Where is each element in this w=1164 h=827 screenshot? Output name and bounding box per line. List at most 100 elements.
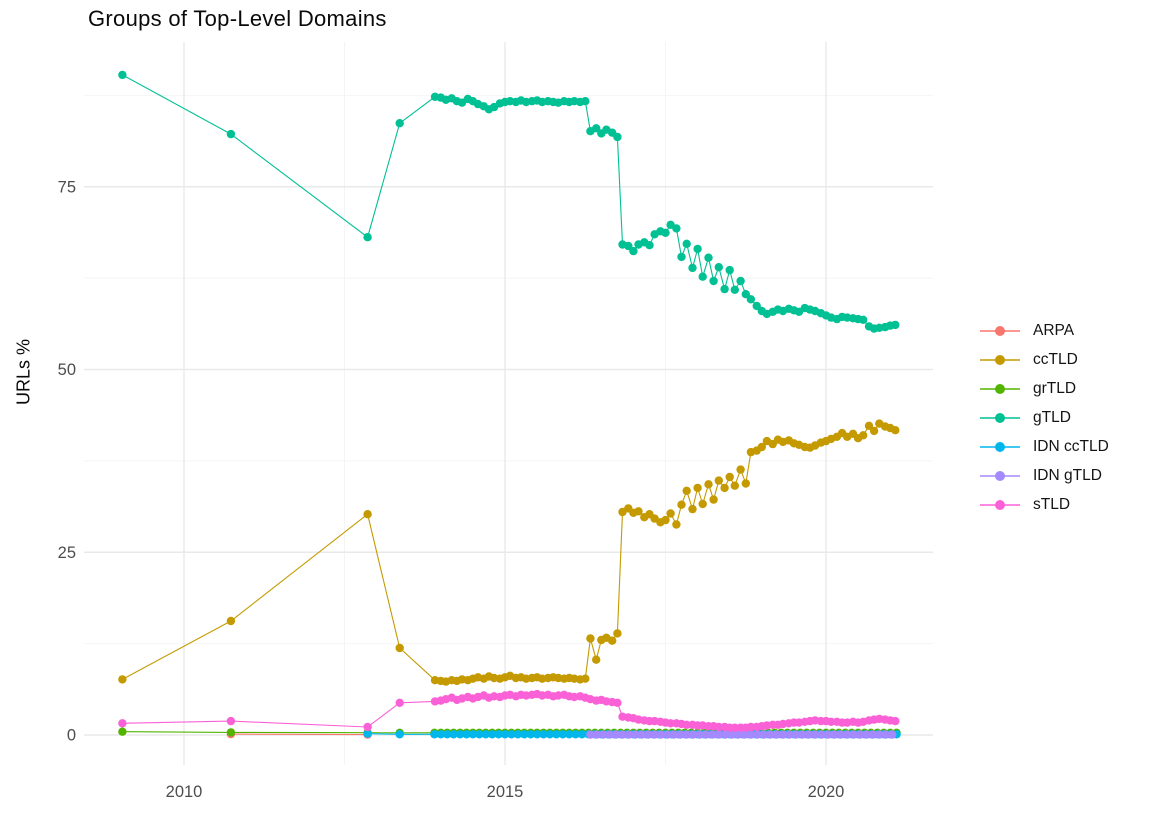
data-point [736, 465, 745, 474]
data-point [721, 730, 730, 739]
data-point [666, 509, 675, 518]
data-point [226, 716, 236, 726]
data-point [634, 507, 643, 516]
data-point [468, 730, 478, 739]
data-point [613, 698, 622, 707]
data-point [881, 730, 890, 739]
data-point [859, 431, 868, 440]
data-point [363, 722, 372, 732]
data-point [618, 730, 627, 739]
data-point [475, 730, 484, 739]
legend-key-arpa-icon [980, 326, 1020, 336]
data-point [891, 426, 900, 435]
data-point [804, 730, 813, 739]
data-point [656, 730, 666, 739]
data-point [823, 730, 833, 739]
legend-item-stld: sTLD [979, 494, 1109, 516]
data-point [741, 290, 750, 299]
data-point [693, 244, 702, 254]
data-point [843, 730, 852, 739]
data-point [868, 730, 878, 739]
data-point [714, 476, 723, 485]
data-point [746, 295, 756, 304]
data-point [798, 730, 807, 739]
legend-key-dot [995, 500, 1005, 510]
x-tick-label: 2015 [487, 783, 524, 801]
data-point [513, 730, 522, 739]
data-point [836, 730, 845, 739]
data-point [720, 284, 729, 294]
legend-item-idn-cctld: IDN ccTLD [979, 436, 1109, 458]
data-point [778, 730, 788, 739]
data-point [507, 730, 516, 739]
gridlines-minor [84, 42, 933, 765]
data-point [746, 730, 756, 739]
data-point [682, 730, 691, 739]
data-point [695, 730, 704, 739]
data-point [752, 301, 761, 311]
legend-item-idn-gtld: IDN gTLD [979, 465, 1109, 487]
data-point [682, 486, 691, 495]
data-point [676, 730, 685, 739]
data-point [629, 246, 638, 256]
data-point [849, 730, 858, 739]
data-point [688, 263, 697, 273]
data-point [645, 241, 654, 250]
data-point [363, 729, 372, 738]
data-point [494, 730, 503, 739]
data-point [704, 253, 713, 262]
legend-key-cctld-icon [980, 355, 1020, 365]
series-arpa [226, 729, 372, 739]
data-point [887, 730, 897, 739]
data-point [532, 730, 542, 739]
data-point [605, 730, 614, 739]
legend-item-cctld: ccTLD [979, 349, 1109, 371]
data-point [746, 722, 756, 732]
data-point [826, 717, 836, 726]
data-point [363, 233, 372, 242]
data-point [682, 239, 691, 248]
data-point [698, 272, 707, 281]
data-point [430, 730, 439, 739]
data-point [592, 730, 601, 739]
data-point [666, 719, 675, 728]
legend-key-idn-gtld-icon [980, 471, 1020, 481]
data-point [118, 675, 127, 684]
data-point [677, 500, 686, 509]
data-point [500, 730, 510, 739]
data-point [661, 515, 670, 525]
data-point [709, 495, 718, 504]
data-point [672, 520, 681, 529]
data-point [730, 723, 739, 732]
legend-item-gtld: gTLD [979, 407, 1109, 429]
data-point [395, 643, 404, 653]
legend-label: ccTLD [1033, 351, 1078, 368]
y-tick-label: 75 [58, 178, 76, 196]
data-point [599, 730, 608, 739]
data-point [677, 252, 686, 262]
data-point [488, 730, 497, 739]
legend-key-dot [995, 442, 1005, 452]
y-tick-label: 50 [58, 361, 76, 379]
data-point [708, 730, 717, 739]
data-point [592, 124, 601, 133]
data-point [859, 315, 868, 324]
y-axis-tick-labels: 0 25 50 75 [58, 178, 76, 744]
data-point [395, 698, 404, 707]
data-point [455, 730, 465, 739]
data-point [891, 320, 900, 330]
data-point [462, 730, 471, 739]
data-point [565, 730, 574, 739]
data-point [740, 730, 749, 739]
legend-label: sTLD [1033, 496, 1071, 513]
data-point [661, 228, 670, 237]
data-point [669, 730, 678, 739]
data-point [791, 730, 800, 739]
data-point [577, 730, 587, 739]
legend-key-dot [995, 471, 1005, 481]
y-tick-label: 25 [58, 544, 76, 562]
data-point [693, 483, 702, 493]
data-point [226, 728, 236, 737]
data-point [701, 730, 711, 739]
